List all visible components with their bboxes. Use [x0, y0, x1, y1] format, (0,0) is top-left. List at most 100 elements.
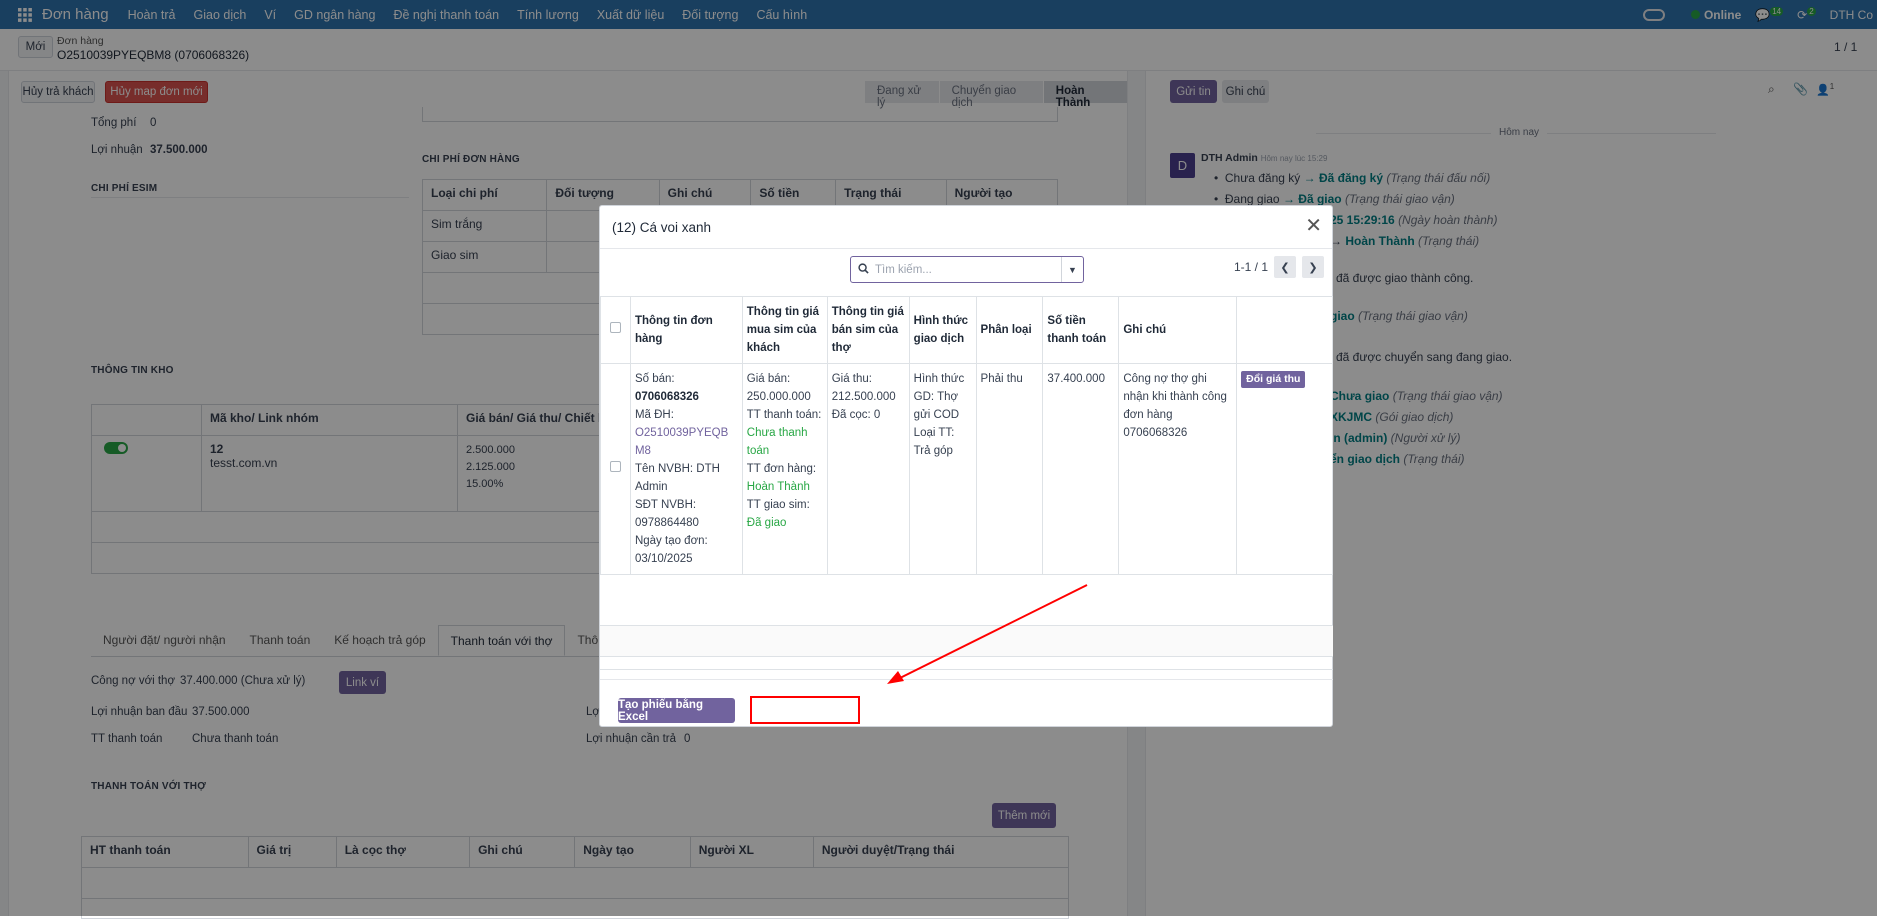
dialog-header: (12) Cá voi xanh	[600, 206, 1332, 249]
status-transfer[interactable]: Chuyển giao dịch	[938, 81, 1043, 109]
tab-tho[interactable]: Thô	[577, 633, 599, 647]
row-checkbox[interactable]	[609, 461, 621, 472]
avatar[interactable]: D	[1170, 153, 1195, 178]
table-row[interactable]: Số bán: 0706068326 Mã ĐH: O2510039PYEQBM…	[600, 363, 1333, 575]
ma-dh-link[interactable]: O2510039PYEQBM8	[634, 427, 729, 457]
menu-item-gd-ngan-hang[interactable]: GD ngân hàng	[294, 7, 376, 22]
previous-icon[interactable]: ❮	[1274, 256, 1296, 278]
col-nguoi-duyet: Người duyệt/Trạng thái	[812, 836, 1070, 868]
dialog-table: Thông tin đơn hàng Thông tin giá mua sim…	[600, 296, 1333, 575]
so-ban-value: 0706068326	[634, 391, 699, 403]
lnct-label: Lợi nhuận cần trả	[586, 733, 677, 745]
divider	[91, 197, 409, 198]
sdt-nvbh: SĐT NVBH: 0978864480	[634, 499, 699, 529]
next-icon[interactable]: ❯	[1302, 256, 1324, 278]
cost-row-giao-sim[interactable]: Giao sim	[421, 241, 548, 273]
kho-code: 12	[210, 442, 224, 456]
tracking-line-1: • Chưa đăng ký → Đã đăng ký (Trạng thái …	[1214, 171, 1491, 185]
company-name[interactable]: DTH Co	[1829, 7, 1873, 22]
cancel-map-button[interactable]: Hủy map đơn mới	[105, 81, 208, 103]
menu-item-doi-tuong[interactable]: Đối tượng	[682, 7, 739, 22]
author-line: DTH Admin Hôm nay lúc 15:29	[1201, 152, 1328, 164]
loai-tt: Loại TT: Trả góp	[913, 427, 955, 457]
col-gia-ban-sim[interactable]: Thông tin giá bán sim của thợ	[826, 296, 910, 364]
col-so-tien-thanh-toan[interactable]: Số tiền thanh toán	[1042, 296, 1120, 364]
tab-nguoi-dat[interactable]: Người đặt/ người nhận	[103, 633, 226, 647]
search-input[interactable]: Tìm kiếm...	[875, 263, 932, 276]
menu-item-xuat-du-lieu[interactable]: Xuất dữ liệu	[596, 7, 665, 22]
kho-link: tesst.com.vn	[210, 456, 278, 470]
log-note-button[interactable]: Ghi chú	[1222, 80, 1269, 103]
so-tien: 37.400.000	[1042, 363, 1120, 575]
notebook-tabs: Người đặt/ người nhận Thanh toán Kế hoạc…	[91, 625, 611, 657]
toggle-icon[interactable]	[1642, 8, 1665, 21]
search-icon[interactable]: ⌕	[1768, 82, 1775, 96]
tab-thanh-toan-voi-tho[interactable]: Thanh toán với thợ	[437, 625, 566, 656]
control-panel: Mới Đơn hàng O2510039PYEQBM8 (0706068326…	[0, 29, 1877, 71]
send-message-button[interactable]: Gửi tin	[1170, 80, 1217, 103]
tt-giao-sim-value: Đã giao	[746, 517, 787, 529]
tracking-values-partial: 25 15:29:16 (Ngày hoàn thành) → Hoàn Thà…	[1330, 213, 1498, 248]
search-box[interactable]: Tìm kiếm... ▼	[850, 256, 1084, 283]
today-label: Hôm nay	[1491, 127, 1548, 138]
kho-chiet-khau: 15.00%	[466, 478, 504, 490]
close-icon[interactable]: ✕	[1305, 215, 1322, 237]
activity-icon[interactable]: ⟳ 2	[1797, 7, 1816, 22]
followers-icon[interactable]: 👤1	[1816, 82, 1835, 97]
add-new-button[interactable]: Thêm mới	[992, 803, 1056, 828]
col-ngay-tao: Ngày tạo	[574, 836, 691, 868]
lnbd-label: Lợi nhuận ban đầu	[91, 706, 188, 718]
menu-item-giao-dich[interactable]: Giao dịch	[193, 7, 247, 22]
col-ht-thanh-toan: HT thanh toán	[81, 836, 249, 868]
search-options-dropdown-icon[interactable]: ▼	[1061, 257, 1083, 282]
menu-item-tinh-luong[interactable]: Tính lương	[517, 7, 579, 22]
payment-table: HT thanh toán Giá trị Là cọc thợ Ghi chú…	[81, 836, 1070, 919]
menu-item-hoan-tra[interactable]: Hoàn trả	[127, 7, 176, 22]
dialog-title: (12) Cá voi xanh	[612, 219, 712, 235]
status-processing[interactable]: Đang xử lý	[865, 81, 939, 109]
col-hinh-thuc[interactable]: Hình thức giao dịch	[908, 296, 977, 364]
tong-phi-label: Tổng phí	[91, 117, 137, 129]
apps-menu-icon[interactable]	[12, 0, 38, 29]
status-done[interactable]: Hoàn Thành	[1042, 81, 1127, 109]
menu-item-vi[interactable]: Ví	[264, 7, 277, 22]
dialog-footer: Tạo phiếu bằng Excel	[600, 679, 1333, 727]
cong-no-value: 37.400.000 (Chưa xử lý)	[180, 675, 306, 687]
top-navbar: Đơn hàng Hoàn trả Giao dịch Ví GD ngân h…	[0, 0, 1877, 29]
cancel-return-button[interactable]: Hủy trả khách	[21, 81, 95, 103]
breadcrumb-record: O2510039PYEQBM8 (0706068326)	[57, 48, 250, 62]
col-thong-tin-don-hang[interactable]: Thông tin đơn hàng	[629, 296, 743, 364]
empty-row	[600, 626, 1333, 657]
message-2: i đã được chuyển sang đang giao.	[1330, 350, 1513, 364]
select-all-checkbox[interactable]	[609, 322, 621, 333]
col-nguoi-xl: Người XL	[689, 836, 814, 868]
tracking-line-5: giao (Trạng thái giao vận)	[1330, 309, 1468, 323]
so-ban-label: Số bán:	[634, 373, 675, 385]
attachment-icon[interactable]: 📎	[1793, 82, 1808, 96]
cost-row-sim-trang[interactable]: Sim trắng	[421, 210, 548, 242]
record-pager: 1 / 1	[1834, 40, 1858, 54]
app-brand[interactable]: Đơn hàng	[42, 6, 109, 23]
tracking-line-2: • Đang giao → Đã giao (Trạng thái giao v…	[1214, 192, 1455, 206]
tab-ke-hoach[interactable]: Kế hoạch trả góp	[334, 633, 426, 647]
col-phan-loai[interactable]: Phân loại	[975, 296, 1044, 364]
create-excel-button[interactable]: Tạo phiếu bằng Excel	[618, 698, 735, 723]
lnct-value: 0	[684, 733, 691, 745]
tracking-values-2: Chưa giao (Trạng thái giao vận) XKJMC (G…	[1330, 389, 1503, 466]
menu-item-de-nghi-thanh-toan[interactable]: Đề nghị thanh toán	[393, 7, 500, 22]
new-button[interactable]: Mới	[18, 36, 53, 58]
pager-value[interactable]: 1-1 / 1	[1233, 260, 1268, 274]
change-price-button[interactable]: Đổi giá thu	[1241, 371, 1306, 388]
breadcrumb-parent[interactable]: Đơn hàng	[57, 35, 104, 47]
active-toggle[interactable]	[104, 442, 128, 454]
main-menu: Hoàn trả Giao dịch Ví GD ngân hàng Đề ng…	[119, 8, 817, 22]
messages-icon[interactable]: 💬 14	[1755, 7, 1784, 22]
col-gia-mua-sim[interactable]: Thông tin giá mua sim của khách	[741, 296, 828, 364]
empty-row	[600, 595, 1333, 626]
tab-thanh-toan[interactable]: Thanh toán	[249, 633, 311, 647]
menu-item-cau-hinh[interactable]: Cấu hình	[756, 7, 808, 22]
col-ghi-chu[interactable]: Ghi chú	[1118, 296, 1238, 364]
link-vi-button[interactable]: Link ví	[339, 671, 386, 694]
online-status[interactable]: Online	[1690, 8, 1741, 22]
